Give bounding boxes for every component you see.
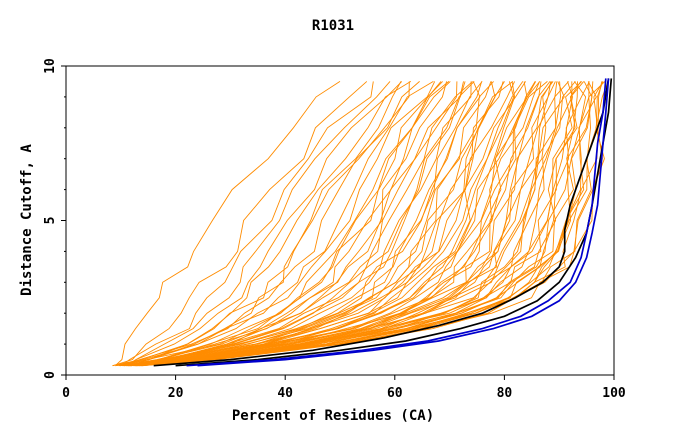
background-series-line [133,81,475,367]
background-series-line [122,81,442,367]
background-series-line [125,81,391,367]
x-tick-label: 100 [602,386,626,401]
background-series-line [135,81,590,367]
x-tick-label: 60 [387,386,403,401]
background-series-line [138,81,516,367]
background-series-line [136,81,606,367]
chart-title: R1031 [312,18,354,34]
background-series-line [130,81,464,367]
background-series-line [139,81,540,367]
background-series-line [129,81,556,367]
y-tick-label: 10 [43,58,58,74]
background-series-line [112,81,402,367]
x-tick-label: 0 [62,386,70,401]
background-series-line [140,81,573,367]
background-series-line [112,81,368,367]
background-series-line [125,81,558,367]
background-series-line [136,81,504,367]
background-series-line [115,81,434,367]
highlight-series-group [153,78,613,367]
highlight-series-line [153,78,610,367]
background-series-line [130,81,473,367]
background-series-line [130,81,536,367]
background-series-line [124,81,505,367]
background-series-line [121,81,420,367]
background-series-line [138,81,604,367]
background-series-line [139,81,554,367]
background-series-line [124,81,496,367]
background-series-line [142,81,585,367]
background-series-line [127,81,582,367]
background-series-line [135,81,524,367]
background-series-line [123,81,483,367]
highlight-series-line [175,78,613,367]
background-series-line [127,81,403,367]
background-series-line [138,81,548,367]
x-axis-label: Percent of Residues (CA) [232,408,434,424]
background-series-line [128,81,541,367]
background-series-line [126,81,492,367]
x-tick-label: 40 [277,386,293,401]
axes-group: 0 20 40 60 80 100 0 5 10 [43,58,626,401]
x-tick-label: 20 [168,386,184,401]
background-series-line [133,81,466,367]
background-series-line [131,81,537,367]
y-tick-label: 0 [43,371,58,379]
background-series-group [112,81,609,367]
background-series-line [115,81,436,367]
background-series-line [121,81,374,367]
background-series-line [123,81,443,367]
background-series-line [142,81,578,367]
y-axis-label: Distance Cutoff, A [19,144,35,296]
x-tick-label: 80 [497,386,513,401]
background-series-line [129,81,569,367]
background-series-line [135,81,551,367]
background-series-line [129,81,593,367]
background-series-line [120,81,448,367]
y-tick-label: 5 [43,217,58,225]
background-series-line [119,81,451,367]
background-series-line [132,81,450,367]
background-series-line [114,81,341,367]
background-series-line [134,81,583,367]
highlight-series-line [197,78,610,367]
highlight-series-line [186,78,607,367]
